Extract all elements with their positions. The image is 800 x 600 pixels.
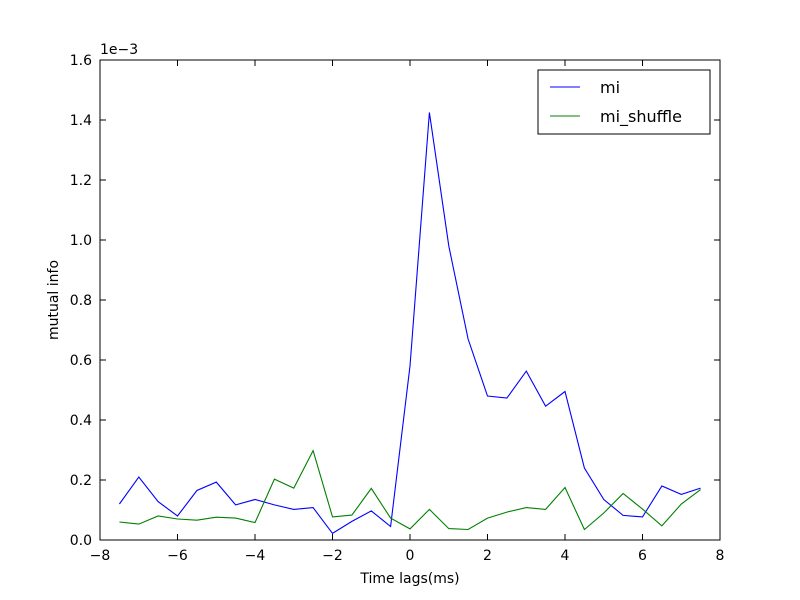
y-tick-label: 1.4 (70, 113, 92, 129)
y-tick-label: 1.0 (70, 233, 92, 249)
legend: mi mi_shuffle (537, 69, 711, 135)
y-tick-label: 1.2 (70, 173, 92, 189)
x-tick-label: 4 (561, 548, 570, 564)
ticks-layer: −8 −6 −4 −2 0 2 4 6 8 0.0 0.2 0.4 0.6 0.8 1.0 1.2 1.4 1.6 (70, 53, 725, 564)
y-tick-label: 0.0 (70, 533, 92, 549)
legend-label: mi_shuffle (600, 107, 682, 127)
x-tick-label: −8 (90, 548, 111, 564)
x-tick-label: −2 (322, 548, 343, 564)
y-tick-label: 0.6 (70, 353, 92, 369)
x-tick-label: 8 (716, 548, 725, 564)
series-line-mi (118, 112, 701, 535)
x-tick-label: 2 (483, 548, 492, 564)
y-axis-label: mutual info (46, 260, 62, 340)
legend-box (537, 69, 711, 135)
y-tick-label: 0.8 (70, 293, 92, 309)
x-tick-label: −6 (167, 548, 188, 564)
y-scale-label: 1e−3 (100, 42, 138, 58)
x-tick-label: −4 (245, 548, 266, 564)
series-layer (118, 112, 701, 535)
y-tick-label: 0.2 (70, 473, 92, 489)
x-tick-label: 6 (638, 548, 647, 564)
y-tick-label: 1.6 (70, 53, 92, 69)
x-axis-label: Time lags(ms) (359, 571, 459, 587)
y-tick-label: 0.4 (70, 413, 92, 429)
series-line-mi-shuffle (119, 449, 701, 531)
x-tick-label: 0 (406, 548, 415, 564)
legend-label: mi (600, 78, 620, 97)
